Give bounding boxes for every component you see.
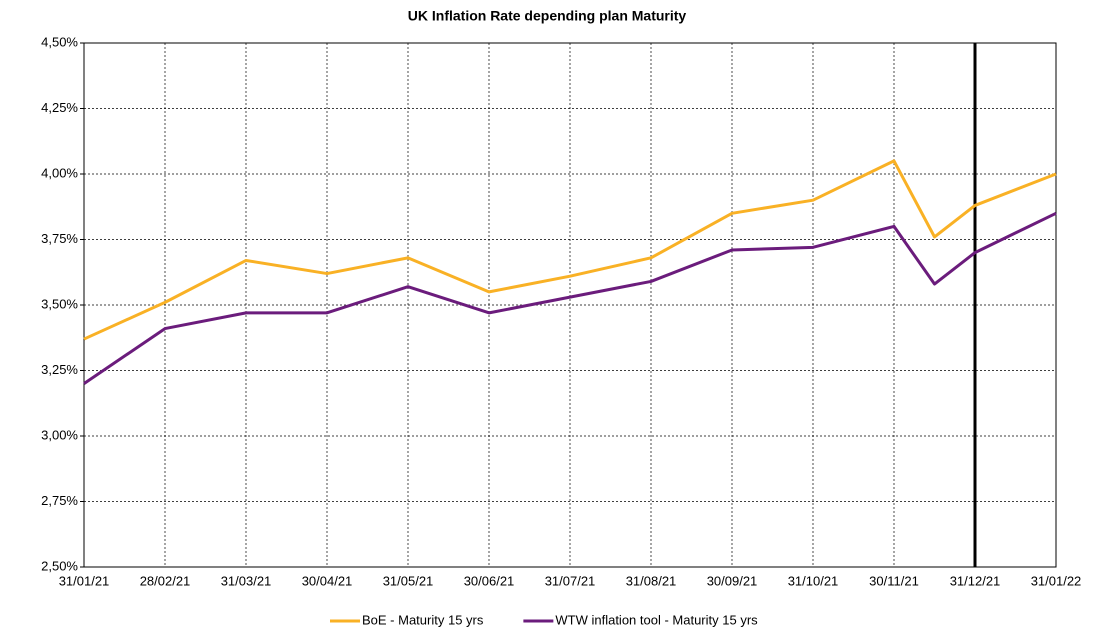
y-tick-label: 4,00% [41,165,78,180]
x-tick-label: 31/01/22 [1031,573,1082,588]
y-tick-label: 4,50% [41,34,78,49]
x-tick-label: 28/02/21 [140,573,191,588]
y-tick-label: 2,75% [41,493,78,508]
legend-label: WTW inflation tool - Maturity 15 yrs [555,612,758,627]
legend: BoE - Maturity 15 yrs WTW inflation tool … [330,612,758,627]
x-tick-label: 31/01/21 [59,573,110,588]
x-tick-label: 31/12/21 [950,573,1001,588]
y-tick-label: 2,50% [41,558,78,573]
y-tick-label: 3,00% [41,427,78,442]
y-tick-label: 3,25% [41,362,78,377]
series-line [83,211,1057,385]
y-tick-label: 4,25% [41,100,78,115]
x-tick-label: 30/11/21 [869,573,919,588]
legend-label: BoE - Maturity 15 yrs [362,612,484,627]
x-tick-label: 31/05/21 [383,573,434,588]
series-line [83,159,1057,341]
x-tick-label: 31/07/21 [545,573,596,588]
chart-title: UK Inflation Rate depending plan Maturit… [408,8,687,24]
x-tick-label: 31/08/21 [626,573,677,588]
y-tick-label: 3,75% [41,231,78,246]
x-tick-label: 31/10/21 [788,573,839,588]
y-tick-label: 3,50% [41,296,78,311]
x-tick-label: 30/04/21 [302,573,353,588]
plot-border [83,42,1057,568]
x-tick-label: 30/06/21 [464,573,515,588]
x-tick-label: 31/03/21 [221,573,272,588]
x-tick-label: 30/09/21 [707,573,758,588]
